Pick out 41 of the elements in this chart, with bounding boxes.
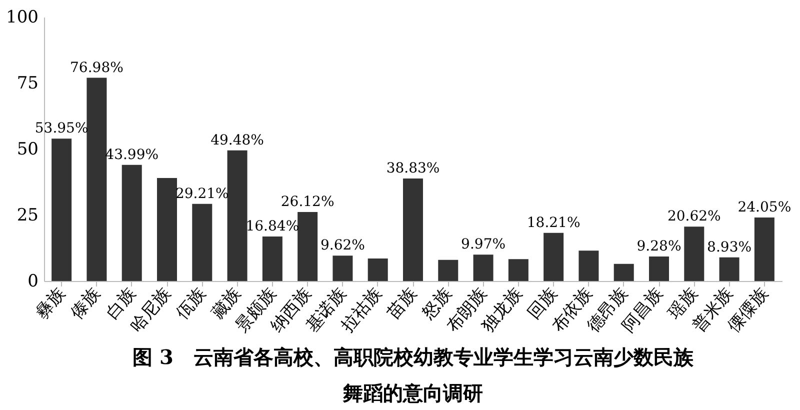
data-label: 38.83% [386,160,440,176]
bar [684,226,704,281]
bar [52,138,72,281]
bar [298,212,318,281]
y-tick-label: 100 [6,8,38,28]
x-tick-label: 苗族 [383,284,421,323]
data-label: 9.97% [461,236,506,253]
data-label: 24.05% [738,200,792,216]
data-label: 9.28% [636,238,682,254]
bar [614,264,634,281]
bar [719,257,740,281]
bar [192,204,212,281]
bar [122,164,142,281]
bar [157,178,177,281]
bar [332,256,353,281]
bar [438,260,458,281]
x-tick-label: 傣族 [67,284,104,323]
y-tick-label: 25 [16,206,38,226]
data-label: 49.48% [210,132,264,148]
bar [86,78,107,281]
bar [403,178,423,281]
text: 图 3 云南省各高校、高职院校幼教专业学生学习云南少数民族舞蹈的意向调研 [132,345,694,406]
data-label: 20.62% [667,208,721,225]
bar [508,259,528,281]
bar [544,232,564,281]
y-tick-label: 0 [28,272,38,292]
bar [649,256,669,281]
data-label: 76.98% [70,60,124,76]
y-tick-label: 50 [16,140,38,160]
bar [227,150,248,281]
bar [473,254,494,281]
bar [368,258,388,281]
bar [262,236,282,281]
data-label: 26.12% [280,194,334,210]
bar [578,250,599,281]
data-label: 8.93% [707,239,752,256]
y-tick-label: 75 [16,74,38,94]
bar [754,218,774,281]
x-tick-label: 佤族 [172,284,210,323]
data-label: 18.21% [526,214,580,231]
data-label: 9.62% [320,238,365,254]
